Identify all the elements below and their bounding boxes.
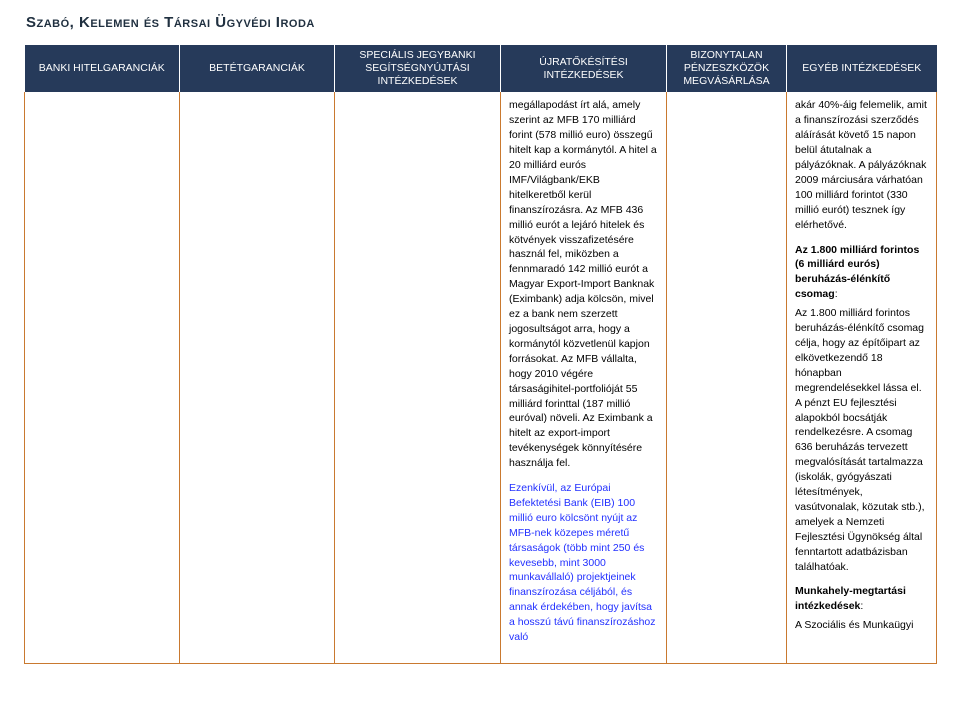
header-recap: ÚJRATŐKÉSÍTÉSI INTÉZKEDÉSEK <box>501 45 667 92</box>
cell-bank-guarantees <box>25 92 180 663</box>
firm-name: Szabó, Kelemen és Társai Ügyvédi Iroda <box>26 14 936 31</box>
header-central-bank-l2: SEGÍTSÉGNYÚJTÁSI <box>365 62 469 74</box>
header-uncertain-l1: BIZONYTALAN <box>690 49 762 61</box>
page-root: Szabó, Kelemen és Társai Ügyvédi Iroda B… <box>0 0 960 728</box>
table-header: BANKI HITELGARANCIÁK BETÉTGARANCIÁK SPEC… <box>25 45 937 92</box>
other-heading-package: Az 1.800 milliárd forintos (6 milliárd e… <box>795 243 928 303</box>
measures-table: BANKI HITELGARANCIÁK BETÉTGARANCIÁK SPEC… <box>24 45 937 664</box>
cell-recap: megállapodást írt alá, amely szerint az … <box>501 92 667 663</box>
header-central-bank: SPECIÁLIS JEGYBANKI SEGÍTSÉGNYÚJTÁSI INT… <box>335 45 501 92</box>
header-deposit-guarantees: BETÉTGARANCIÁK <box>180 45 335 92</box>
header-bank-guarantees: BANKI HITELGARANCIÁK <box>25 45 180 92</box>
recap-para-2: Ezenkívül, az Európai Befektetési Bank (… <box>509 481 658 645</box>
other-heading-jobs-bold: Munkahely-megtartási intézkedések <box>795 585 906 612</box>
other-heading-jobs-colon: : <box>860 600 863 612</box>
other-heading-package-bold: Az 1.800 milliárd forintos (6 milliárd e… <box>795 244 919 301</box>
header-recap-l2: INTÉZKEDÉSEK <box>544 69 624 81</box>
other-heading-package-colon: : <box>835 288 838 300</box>
other-para-1: akár 40%-áig felemelik, amit a finanszír… <box>795 98 928 232</box>
cell-uncertain-assets <box>667 92 787 663</box>
header-uncertain-assets: BIZONYTALAN PÉNZESZKÖZÖK MEGVÁSÁRLÁSA <box>667 45 787 92</box>
cell-other: akár 40%-áig felemelik, amit a finanszír… <box>787 92 937 663</box>
other-heading-jobs: Munkahely-megtartási intézkedések: <box>795 584 928 614</box>
header-central-bank-l3: INTÉZKEDÉSEK <box>378 75 458 87</box>
header-uncertain-l2: PÉNZESZKÖZÖK <box>684 62 769 74</box>
recap-para-1: megállapodást írt alá, amely szerint az … <box>509 98 658 471</box>
other-para-5: A Szociális és Munkaügyi <box>795 618 928 633</box>
header-other: EGYÉB INTÉZKEDÉSEK <box>787 45 937 92</box>
table-row: megállapodást írt alá, amely szerint az … <box>25 92 937 663</box>
cell-deposit-guarantees <box>180 92 335 663</box>
header-uncertain-l3: MEGVÁSÁRLÁSA <box>683 75 769 87</box>
cell-central-bank <box>335 92 501 663</box>
header-recap-l1: ÚJRATŐKÉSÍTÉSI <box>539 56 628 68</box>
header-central-bank-l1: SPECIÁLIS JEGYBANKI <box>359 49 475 61</box>
other-para-3: Az 1.800 milliárd forintos beruházás-élé… <box>795 306 928 574</box>
